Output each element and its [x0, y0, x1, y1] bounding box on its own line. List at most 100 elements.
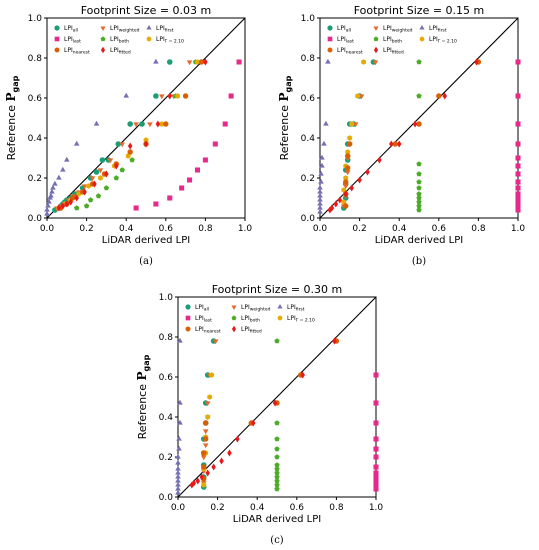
data-point: [93, 120, 100, 126]
y-axis-label-subscript: gap: [142, 354, 151, 371]
data-point: [317, 188, 323, 194]
data-point: [202, 443, 209, 449]
legend-item: LPIΓ = 2.10: [419, 36, 457, 45]
series-first: [44, 58, 159, 216]
data-point: [87, 197, 94, 203]
data-point: [175, 477, 181, 483]
x-tick-label: 0.8: [329, 503, 344, 513]
plot-frame: [46, 17, 246, 219]
data-point: [515, 195, 521, 201]
series-weighted: [54, 60, 193, 212]
y-tick-label: 0.2: [159, 453, 173, 463]
data-point: [274, 446, 280, 452]
y-tick-label: 0.6: [301, 94, 316, 104]
data-point: [416, 179, 422, 185]
data-point: [300, 371, 305, 379]
legend-label: LPIlast: [64, 36, 81, 45]
data-point: [222, 121, 228, 127]
y-tick-label: 0.0: [301, 214, 316, 224]
data-point: [373, 474, 379, 480]
x-tick-label: 0.2: [210, 503, 224, 513]
data-point: [179, 185, 185, 191]
data-point: [82, 188, 87, 196]
legend: LPIall LPIlast LPInearest LPIweighted LPIbot…: [185, 304, 315, 335]
data-point: [317, 208, 323, 214]
data-point: [319, 162, 325, 168]
data-point: [175, 469, 181, 475]
data-point: [175, 485, 181, 491]
data-point: [89, 176, 96, 182]
data-point: [274, 436, 280, 442]
data-point: [515, 199, 521, 205]
data-point: [325, 58, 331, 64]
data-point: [274, 420, 280, 426]
x-tick-label: 0.2: [79, 224, 93, 234]
y-axis-label-symbol: P: [4, 92, 18, 101]
data-point: [119, 142, 126, 148]
y-tick-label: 1.0: [28, 14, 43, 24]
data-point: [392, 141, 398, 147]
legend-marker: [277, 315, 283, 321]
data-point: [60, 202, 66, 210]
data-point: [44, 210, 50, 216]
legend-label: LPIlast: [337, 36, 354, 45]
data-point: [274, 338, 280, 344]
x-tick-label: 1.0: [511, 224, 526, 234]
data-point: [139, 121, 145, 127]
legend-item: LPInearest: [185, 326, 221, 335]
data-point: [74, 205, 80, 211]
data-point: [49, 188, 55, 194]
data-point: [416, 185, 422, 191]
data-point: [274, 482, 280, 488]
legend-item: LPIboth: [100, 36, 129, 45]
one-to-one-line: [319, 17, 519, 219]
data-point: [153, 93, 159, 99]
data-point: [333, 200, 339, 208]
x-tick-label: 0.4: [392, 224, 407, 234]
data-point: [45, 202, 51, 208]
data-point: [68, 198, 73, 206]
data-point: [515, 207, 521, 213]
legend-marker: [419, 25, 425, 30]
y-tick-label: 1.0: [301, 14, 316, 24]
legend-item: LPIfitted: [100, 46, 131, 56]
data-point: [416, 59, 422, 65]
y-tick-label: 0.8: [28, 54, 43, 64]
data-point: [373, 446, 379, 452]
data-point: [317, 192, 323, 198]
data-point: [86, 183, 91, 189]
legend-label: LPIΓ = 2.10: [429, 36, 457, 45]
series-weighted: [340, 60, 379, 210]
legend-label: LPIfitted: [383, 47, 404, 56]
data-point: [159, 94, 165, 100]
data-point: [416, 171, 422, 177]
data-point: [202, 429, 209, 435]
y-axis-label-symbol: P: [135, 371, 149, 380]
legend-label: LPIlast: [195, 315, 212, 324]
legend-marker: [185, 315, 191, 321]
data-point: [343, 203, 349, 209]
y-tick-label: 0.2: [301, 174, 315, 184]
data-point: [317, 196, 323, 202]
data-point: [203, 436, 209, 442]
legend-label: LPIfirst: [429, 25, 447, 34]
legend-item: LPIlast: [54, 36, 81, 45]
y-axis-label-text: Reference: [5, 102, 18, 161]
data-point: [127, 121, 133, 127]
data-point: [198, 59, 205, 65]
data-point: [103, 185, 110, 191]
legend-item: LPIΓ = 2.10: [146, 36, 184, 45]
data-point: [175, 459, 181, 465]
data-point: [317, 200, 323, 206]
data-point: [352, 122, 359, 128]
legend-item: LPIΓ = 2.10: [277, 315, 315, 324]
data-point: [183, 93, 189, 99]
legend-label: LPIweighted: [110, 25, 140, 34]
legend-marker: [327, 36, 333, 42]
legend-label: LPIall: [64, 25, 78, 34]
data-point: [373, 470, 379, 476]
legend-label: LPIfirst: [287, 304, 305, 313]
data-point: [92, 180, 97, 188]
data-point: [373, 400, 379, 406]
y-tick-label: 0.6: [159, 373, 174, 383]
